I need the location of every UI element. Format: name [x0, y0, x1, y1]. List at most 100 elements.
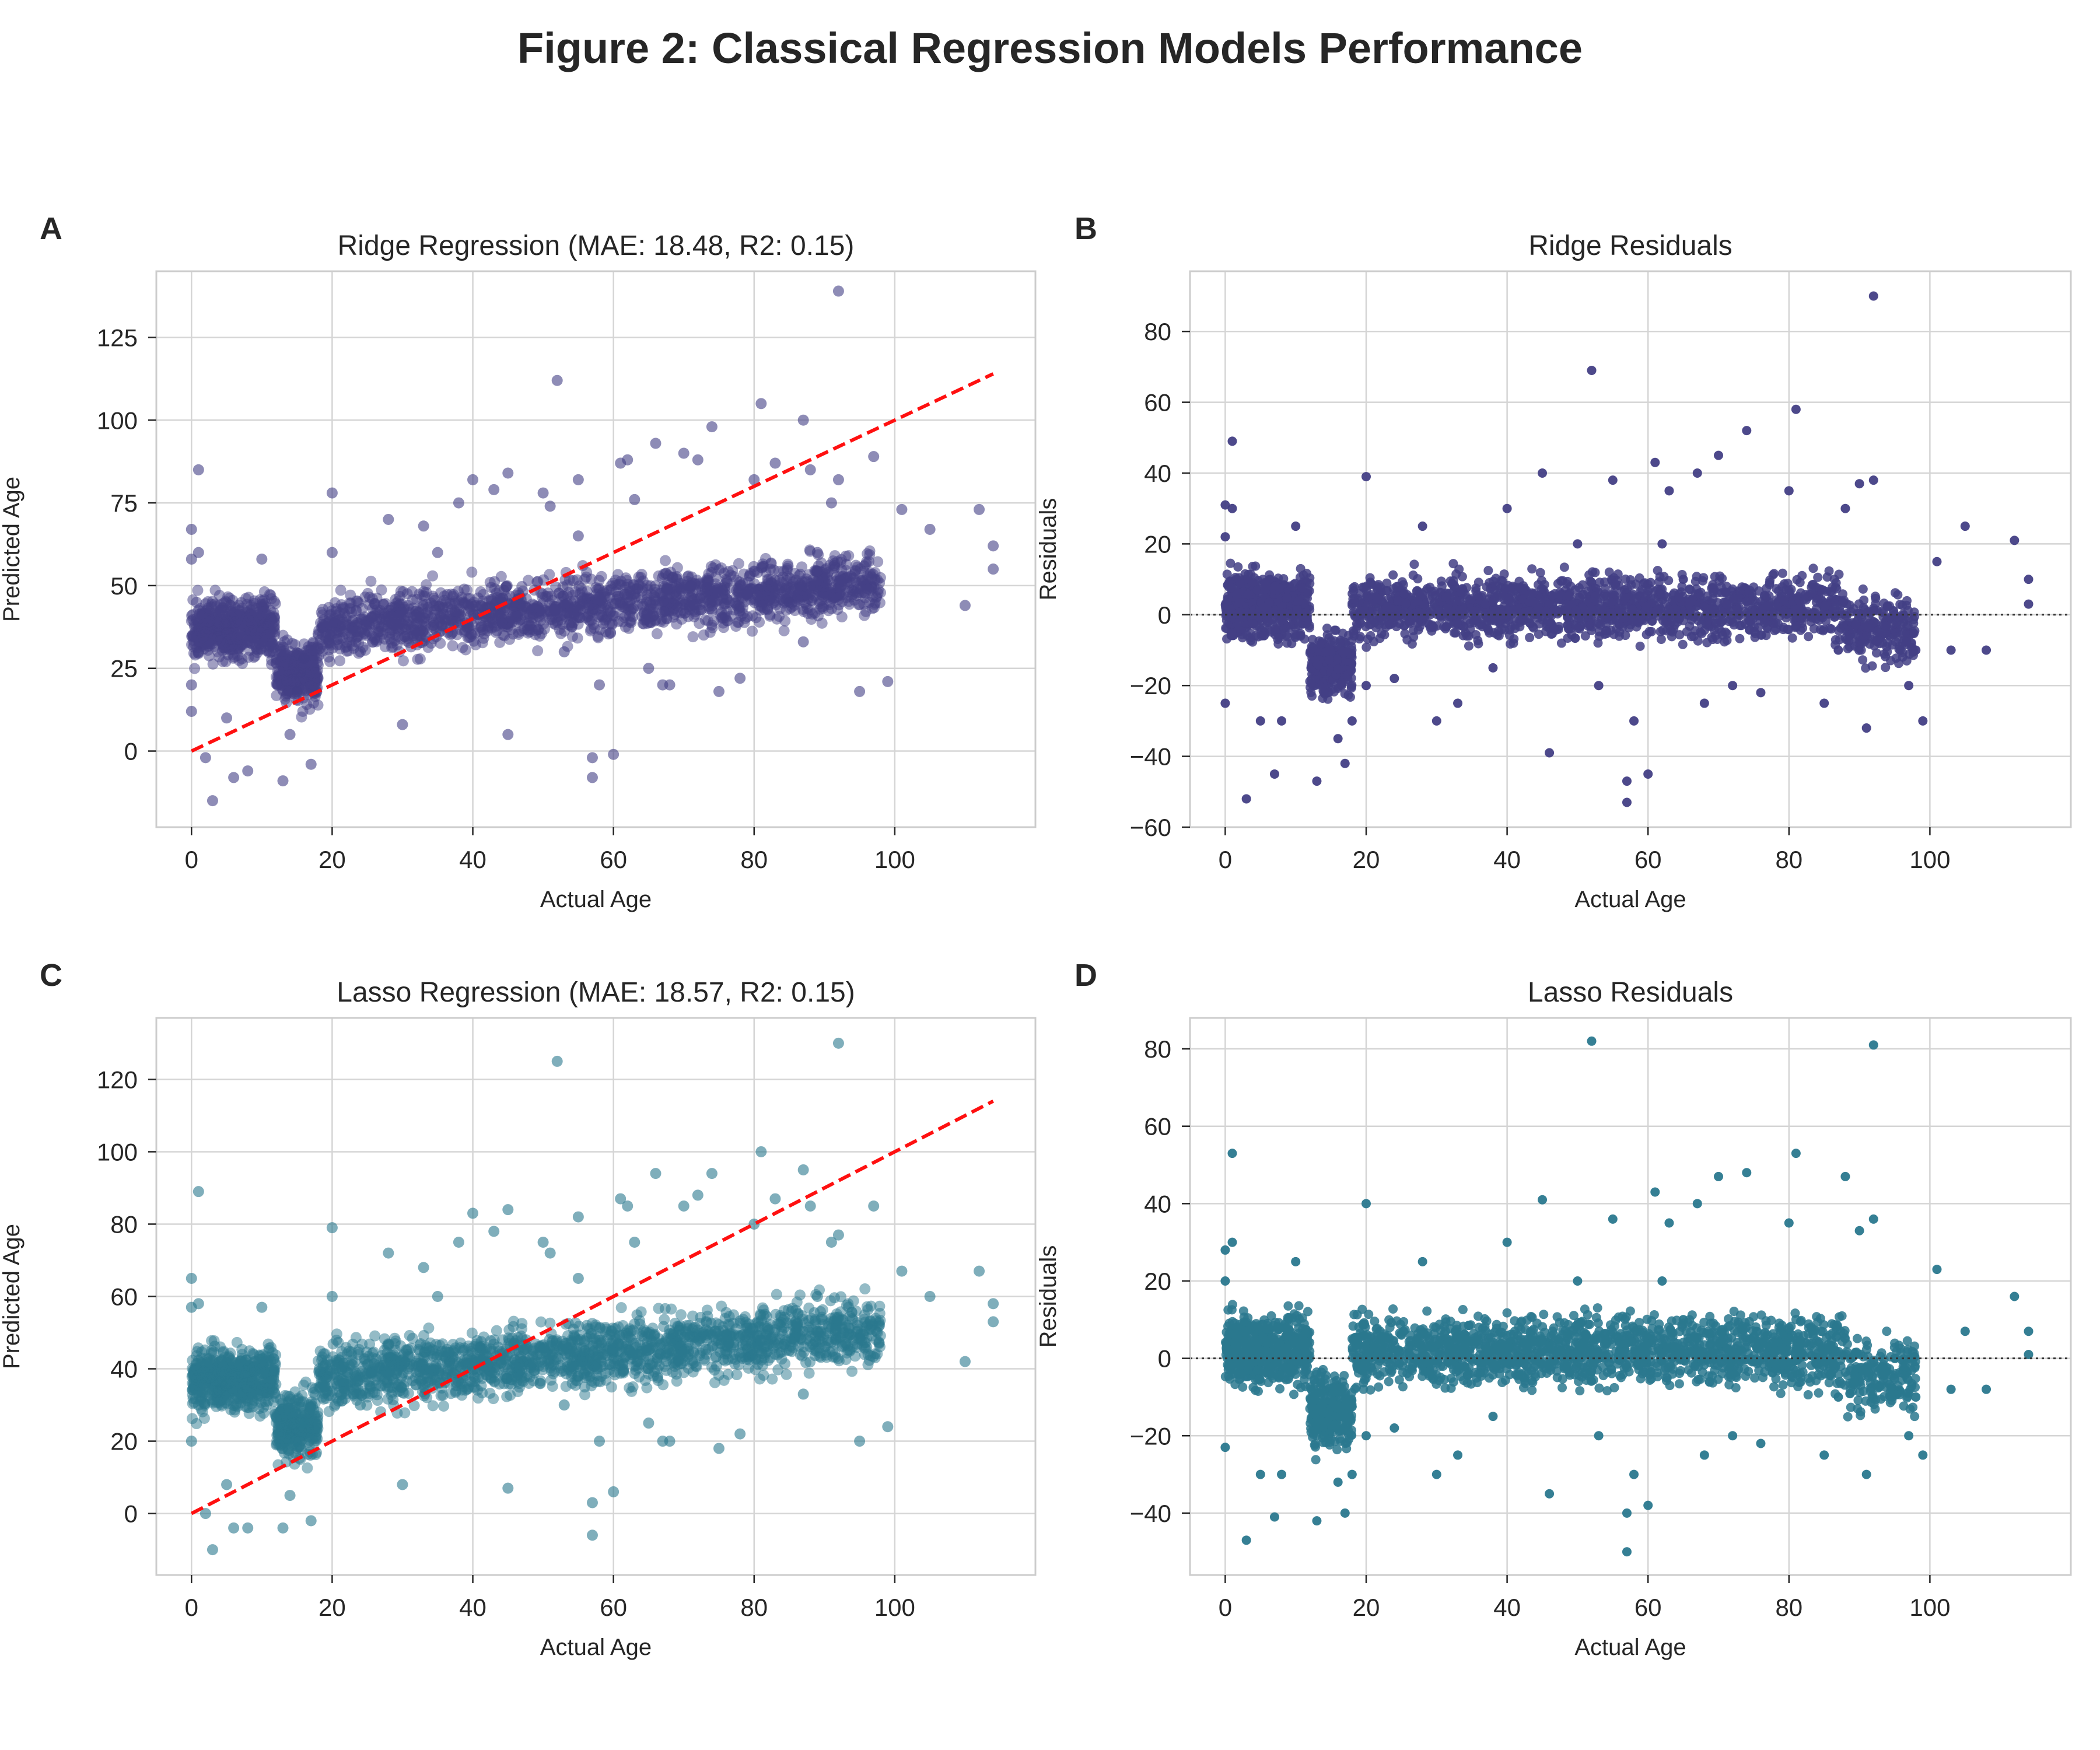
data-point-cloud [1570, 634, 1580, 643]
data-point [502, 467, 514, 479]
data-point [326, 487, 338, 499]
data-point-cloud [1483, 616, 1493, 626]
data-point-cloud [1843, 644, 1853, 654]
data-point-cloud [376, 608, 388, 620]
data-point-cloud [595, 594, 607, 606]
data-point-cloud [470, 639, 481, 650]
data-point-cloud [1367, 615, 1377, 625]
data-point [298, 653, 310, 664]
data-point-cloud [334, 655, 346, 667]
data-point-cloud [530, 625, 541, 636]
data-point-cloud [1881, 663, 1891, 673]
data-point-cloud [1501, 592, 1511, 601]
data-point [355, 646, 366, 657]
data-point [988, 540, 999, 552]
data-point-cloud [347, 615, 359, 626]
data-point-cloud [427, 570, 439, 582]
data-point-cloud [1614, 631, 1624, 641]
data-point-cloud [521, 602, 533, 614]
data-point [200, 752, 211, 764]
data-point-cloud [679, 599, 691, 611]
data-point-cloud [257, 595, 268, 607]
data-point-cloud [757, 558, 769, 570]
data-point-cloud [485, 617, 496, 629]
data-point-cloud [422, 642, 434, 653]
data-point-cloud [397, 655, 409, 667]
data-point [186, 554, 197, 565]
data-point-cloud [1535, 568, 1545, 578]
data-point-cloud [1322, 624, 1332, 634]
data-point-cloud [651, 628, 663, 640]
data-point-cloud [287, 663, 299, 675]
x-tick-label: 0 [185, 846, 198, 873]
data-point-cloud [187, 594, 199, 606]
data-point-cloud [559, 599, 570, 611]
data-point-cloud [1678, 639, 1688, 649]
data-point-cloud [1675, 614, 1685, 624]
data-point-cloud [640, 614, 652, 626]
data-point-cloud [1881, 629, 1891, 639]
data-point-cloud [549, 604, 561, 616]
data-point-cloud [225, 604, 236, 616]
data-point-cloud [733, 586, 744, 597]
data-point-cloud [1527, 564, 1537, 574]
data-point-cloud [811, 565, 823, 577]
plot-frame [155, 270, 1037, 828]
data-point-cloud [840, 550, 852, 562]
data-point-cloud [558, 625, 570, 637]
data-point-cloud [393, 600, 404, 611]
data-point-cloud [1549, 624, 1559, 634]
data-point-cloud [410, 610, 422, 621]
data-point-cloud [1482, 582, 1492, 592]
data-point-cloud [1685, 584, 1695, 594]
data-point-cloud [619, 589, 631, 600]
data-point-cloud [660, 555, 671, 566]
data-point-cloud [1346, 636, 1356, 646]
data-point-cloud [1593, 638, 1603, 648]
data-point [502, 729, 514, 740]
data-point-cloud [357, 613, 369, 625]
data-point-cloud [275, 640, 287, 652]
data-point-cloud [1282, 638, 1292, 648]
data-point-cloud [1420, 611, 1430, 621]
data-point-cloud [1509, 614, 1519, 624]
data-point-cloud [1870, 592, 1880, 601]
data-point-cloud [495, 570, 507, 582]
data-point-cloud [778, 625, 790, 636]
data-point-cloud [687, 631, 699, 643]
data-point-cloud [1528, 589, 1538, 599]
data-point-cloud [1427, 592, 1437, 601]
data-point [783, 596, 795, 608]
data-point-cloud [1449, 628, 1459, 638]
data-point-cloud [802, 608, 814, 620]
data-point-cloud [1769, 569, 1779, 579]
data-point-cloud [1765, 578, 1774, 587]
data-point-cloud [690, 608, 701, 620]
data-point-cloud [1698, 576, 1708, 586]
data-point-cloud [863, 596, 875, 608]
data-point-cloud [378, 620, 390, 631]
x-tick-label: 80 [740, 846, 768, 873]
data-point [572, 530, 584, 542]
data-point-cloud [253, 607, 265, 618]
data-point-cloud [1289, 579, 1299, 589]
data-point-cloud [1464, 641, 1474, 651]
data-point-cloud [1894, 644, 1904, 654]
data-point [291, 685, 303, 697]
data-point-cloud [277, 629, 289, 641]
data-point-cloud [738, 617, 750, 628]
data-point-cloud [1871, 648, 1881, 658]
data-point-cloud [1825, 587, 1835, 597]
data-point-cloud [1346, 666, 1356, 676]
data-point-cloud [1751, 628, 1760, 638]
data-point-cloud [276, 667, 288, 679]
x-tick-label: 100 [874, 846, 915, 873]
data-point-cloud [747, 625, 758, 637]
data-point-cloud [1858, 655, 1868, 665]
data-point-cloud [550, 581, 562, 593]
data-point-cloud [1777, 582, 1787, 592]
data-point-cloud [789, 568, 801, 579]
data-point-cloud [723, 582, 735, 594]
